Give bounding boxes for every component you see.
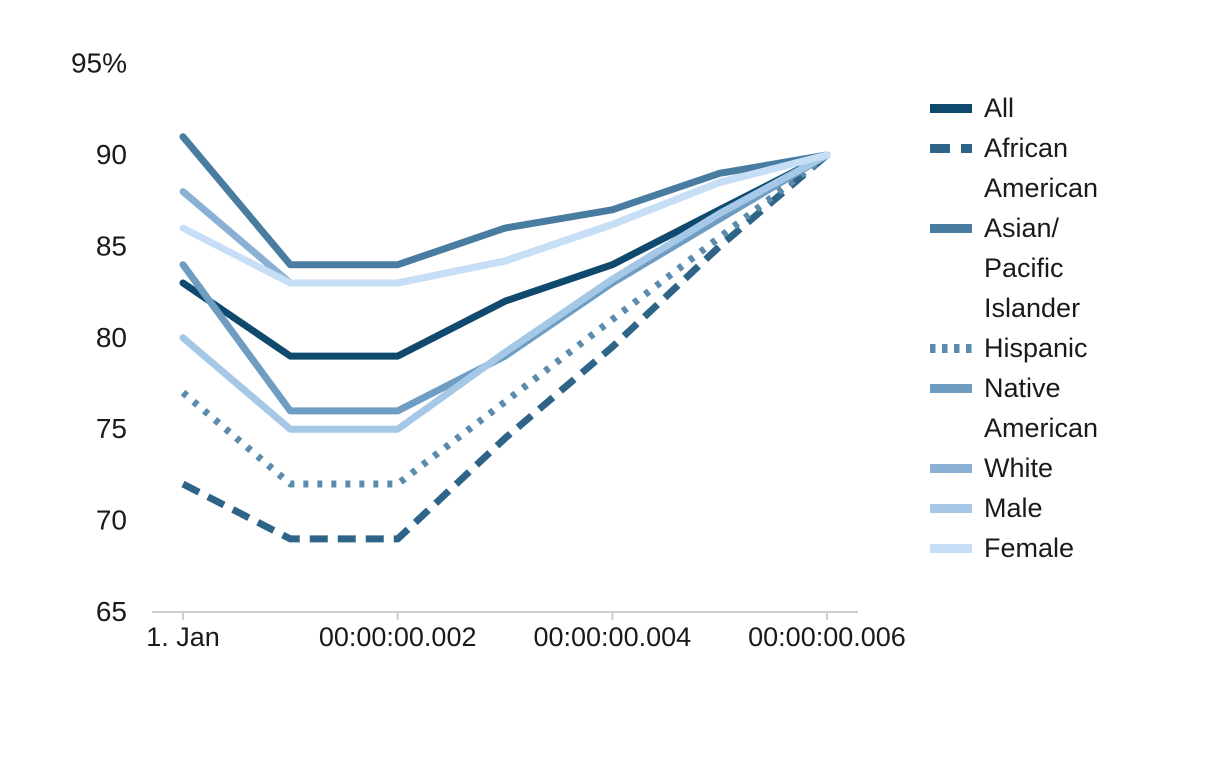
chart-legend: All African American Asian/​Pacific Island… — [930, 88, 1160, 568]
x-axis-label: 00:00:00.006 — [748, 622, 906, 652]
legend-item-white[interactable]: White — [930, 448, 1160, 488]
legend-label: Female — [984, 533, 1075, 563]
y-axis-label: 95% — [71, 48, 127, 79]
legend-label: African American — [984, 133, 1099, 203]
legend-item-female[interactable]: Female — [930, 528, 1160, 568]
legend-label: Native American — [984, 373, 1099, 443]
legend-item-african-american[interactable]: African American — [930, 128, 1160, 208]
legend-label: All — [984, 93, 1015, 123]
legend-label: Male — [984, 493, 1043, 523]
legend-swatch-asian-pacific-islander — [930, 224, 972, 233]
legend-item-male[interactable]: Male — [930, 488, 1160, 528]
legend-label: White — [984, 453, 1054, 483]
legend-swatch-white — [930, 464, 972, 473]
y-axis-label: 75 — [96, 413, 127, 444]
x-axis-label: 1. Jan — [146, 622, 220, 652]
series-line-african-american — [181, 152, 830, 543]
legend-item-native-american[interactable]: Native American — [930, 368, 1160, 448]
legend-swatch-all — [930, 104, 972, 113]
legend-label: Asian/​Pacific Islander — [984, 213, 1081, 323]
legend-label: Hispanic — [984, 333, 1088, 363]
series-line-hispanic — [180, 152, 830, 488]
series-line-native-american — [179, 151, 831, 415]
series-line-female — [179, 151, 831, 287]
x-axis-label: 00:00:00.002 — [319, 622, 477, 652]
legend-swatch-female — [930, 544, 972, 553]
series-line-asian-pacific-islander — [179, 133, 831, 269]
legend-swatch-hispanic — [930, 344, 972, 353]
y-axis-label: 90 — [96, 139, 127, 170]
y-axis-label: 65 — [96, 596, 127, 627]
series-line-male — [179, 151, 831, 433]
y-axis-label: 80 — [96, 322, 127, 353]
y-axis-label: 70 — [96, 505, 127, 536]
legend-swatch-male — [930, 504, 972, 513]
x-axis-label: 00:00:00.004 — [533, 622, 691, 652]
legend-item-asian-pacific-islander[interactable]: Asian/​Pacific Islander — [930, 208, 1160, 328]
legend-swatch-native-american — [930, 384, 972, 393]
legend-swatch-african-american — [930, 144, 972, 153]
y-axis-label: 85 — [96, 230, 127, 261]
legend-item-all[interactable]: All — [930, 88, 1160, 128]
legend-item-hispanic[interactable]: Hispanic — [930, 328, 1160, 368]
